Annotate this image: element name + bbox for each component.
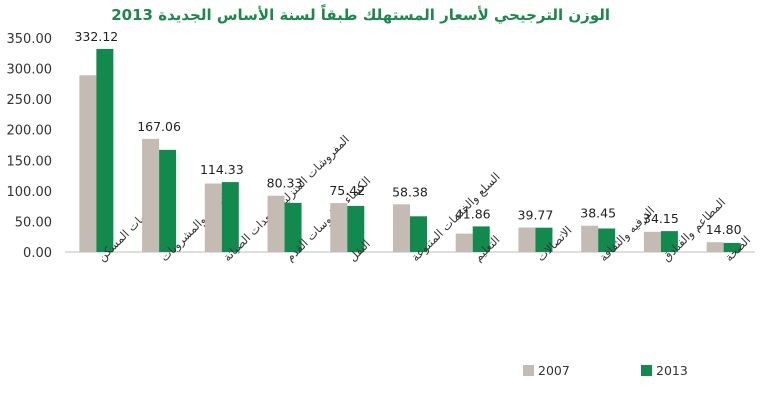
bar-2013-9 <box>660 231 678 252</box>
bar-2013-10 <box>723 242 741 252</box>
bar-2013-5 <box>410 216 427 252</box>
bar-2007-3 <box>267 195 285 252</box>
bar-2013-6 <box>472 226 490 252</box>
y-tick-label: 300.00 <box>7 63 53 78</box>
y-tick-label: 250.00 <box>7 93 53 108</box>
legend-label-2007: 2007 <box>538 363 570 378</box>
data-label: 75.42 <box>329 183 365 198</box>
data-label: 80.33 <box>267 176 303 191</box>
legend-swatch-2007 <box>523 365 534 376</box>
data-label: 41.86 <box>455 206 491 221</box>
category-label: الصحة <box>722 233 753 264</box>
bar-2007-4 <box>330 203 348 252</box>
y-tick-label: 200.00 <box>7 124 53 139</box>
bar-2013-3 <box>284 202 302 252</box>
y-tick-label: 0.00 <box>23 246 52 261</box>
data-label: 58.38 <box>392 184 428 199</box>
data-label: 38.45 <box>580 206 616 221</box>
bar-2013-0 <box>96 48 114 252</box>
bar-2007-2 <box>204 183 222 252</box>
legend-swatch-2013 <box>641 365 652 376</box>
bar-2007-6 <box>455 233 473 252</box>
legend-label-2013: 2013 <box>656 363 688 378</box>
bar-2007-9 <box>643 231 661 252</box>
bar-2007-10 <box>706 242 724 252</box>
y-tick-label: 350.00 <box>7 32 53 47</box>
data-label: 167.06 <box>137 119 181 134</box>
data-label: 39.77 <box>518 208 554 223</box>
bar-2007-1 <box>142 138 160 252</box>
chart-title: الوزن الترجيحي لأسعار المستهلك طبقاً لسن… <box>111 6 610 24</box>
bar-2013-2 <box>221 182 239 252</box>
y-tick-label: 150.00 <box>7 154 53 169</box>
bar-2013-7 <box>535 227 553 252</box>
bar-2007-8 <box>581 225 599 252</box>
bar-2007-7 <box>518 227 536 252</box>
data-label: 114.33 <box>200 162 244 177</box>
y-tick-label: 100.00 <box>7 185 53 200</box>
data-label: 332.12 <box>74 29 118 44</box>
data-label: 34.15 <box>643 211 679 226</box>
bar-2013-1 <box>159 149 177 252</box>
bar-2013-4 <box>347 205 365 252</box>
y-tick-label: 50.00 <box>15 215 52 230</box>
data-label: 14.80 <box>706 222 742 237</box>
bar-2013-8 <box>598 228 616 252</box>
bar-2007-0 <box>79 75 97 252</box>
bar-2007-5 <box>393 204 410 252</box>
